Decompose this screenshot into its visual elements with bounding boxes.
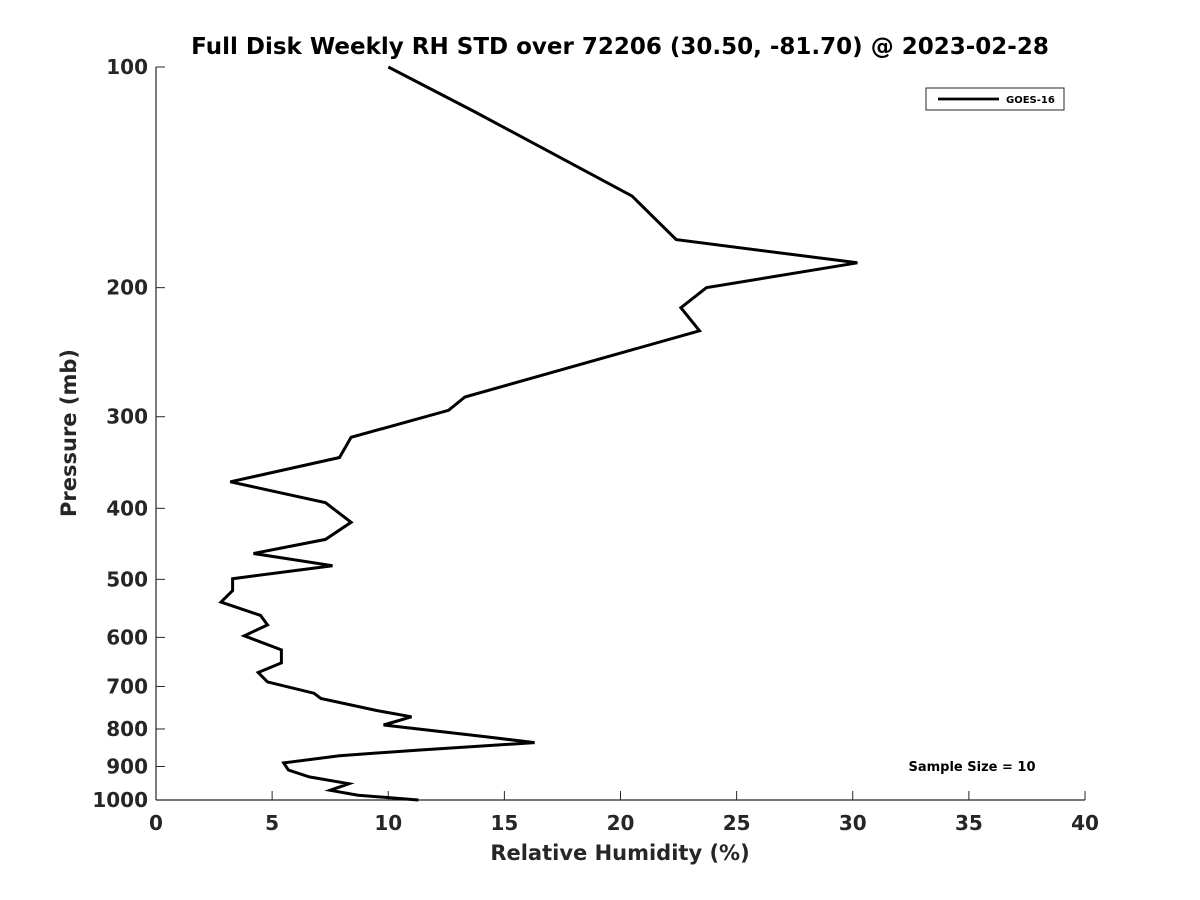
y-tick-label: 400 [106, 496, 148, 520]
x-tick-label: 35 [955, 811, 983, 835]
y-tick-label: 1000 [92, 788, 148, 812]
y-axis-ticks: 100 200 300 400 500 600 700 800 900 1000 [92, 55, 165, 812]
legend-label: GOES-16 [1006, 95, 1055, 106]
x-tick-label: 30 [839, 811, 867, 835]
x-tick-label: 25 [723, 811, 751, 835]
y-axis-title: Pressure (mb) [57, 349, 81, 517]
chart-title: Full Disk Weekly RH STD over 72206 (30.5… [191, 34, 1049, 60]
y-tick-label: 600 [106, 625, 148, 649]
y-tick-label: 700 [106, 674, 148, 698]
y-tick-label: 800 [106, 717, 148, 741]
y-tick-label: 200 [106, 276, 148, 300]
y-tick-label: 100 [106, 55, 148, 79]
x-axis-title: Relative Humidity (%) [490, 841, 749, 865]
series-line [218, 65, 858, 802]
x-tick-label: 0 [149, 811, 163, 835]
legend: GOES-16 [925, 87, 1065, 111]
y-tick-label: 300 [106, 405, 148, 429]
sample-size-annotation: Sample Size = 10 [908, 760, 1035, 775]
x-tick-label: 10 [374, 811, 402, 835]
series-layer [218, 65, 858, 802]
x-tick-label: 40 [1071, 811, 1099, 835]
x-axis-ticks: 0 5 10 15 20 25 30 35 40 [149, 791, 1099, 835]
y-tick-label: 500 [106, 567, 148, 591]
x-tick-label: 20 [607, 811, 635, 835]
y-tick-label: 900 [106, 754, 148, 778]
x-tick-label: 5 [265, 811, 279, 835]
x-tick-label: 15 [490, 811, 518, 835]
